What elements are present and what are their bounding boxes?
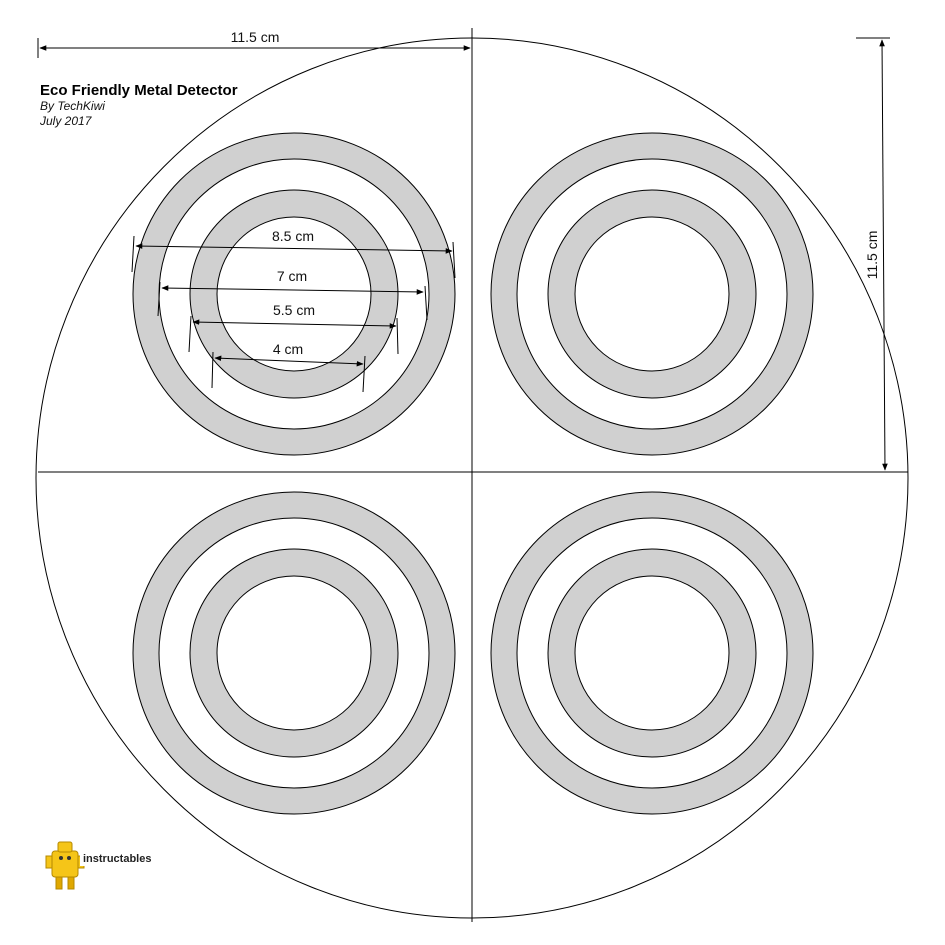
coil-tr-outer-band-outer-edge: [490, 132, 814, 456]
coil-bl-inner-band-outer-edge: [189, 548, 399, 758]
coil-tl-outer-band: [133, 133, 455, 455]
ring-third-label: 5.5 cm: [273, 302, 315, 318]
coil-tl-outer-band-outer-edge: [132, 132, 456, 456]
ring-outer-label: 8.5 cm: [272, 228, 314, 244]
coil-bl-inner-band: [190, 549, 398, 757]
dim-third-ring: 5.5 cm: [188, 302, 399, 355]
coil-br-inner-band-outer-edge: [547, 548, 757, 758]
instructables-logo: instructables: [45, 841, 160, 890]
coil-br-outer-band-outer-edge: [490, 491, 814, 815]
page-title: Eco Friendly Metal Detector: [40, 82, 238, 99]
coil-tr-inner-band-outer-edge: [547, 189, 757, 399]
coil-br-inner-band: [548, 549, 756, 757]
coil-tr-inner-band: [548, 190, 756, 398]
coil-br-outer-band: [491, 492, 813, 814]
height-dimension: 11.5 cm: [856, 37, 890, 473]
dim-second-ring: 7 cm: [157, 268, 428, 321]
coil-tr-inner-band-inner-edge: [574, 216, 730, 372]
author-line: By TechKiwi: [40, 99, 105, 113]
ring-dimensions: 8.5 cm 7 cm 5.5 cm 4 cm: [131, 228, 456, 393]
coil-bl-outer-band-inner-edge: [158, 517, 430, 789]
date-line: July 2017: [39, 114, 93, 128]
coil-tl-inner-band: [190, 190, 398, 398]
height-label: 11.5 cm: [864, 231, 880, 280]
coil-group-top-left: [132, 132, 456, 456]
dim-inner-ring: 4 cm: [211, 341, 366, 393]
ring-second-label: 7 cm: [277, 268, 307, 284]
coil-br-outer-band-inner-edge: [516, 517, 788, 789]
coil-tr-outer-band: [491, 133, 813, 455]
width-label: 11.5 cm: [231, 29, 280, 45]
coil-tr-outer-band-inner-edge: [516, 158, 788, 430]
coil-bl-outer-band: [133, 492, 455, 814]
coil-group-bottom-left: [132, 491, 456, 815]
width-dimension: 11.5 cm: [37, 29, 473, 58]
coil-group-bottom-right: [490, 491, 814, 815]
dim-outer-ring: 8.5 cm: [131, 228, 456, 279]
title-block: Eco Friendly Metal Detector By TechKiwi …: [39, 82, 238, 128]
logo-text: instructables: [83, 853, 151, 865]
coil-bl-inner-band-inner-edge: [216, 575, 372, 731]
coil-group-top-right: [490, 132, 814, 456]
ring-inner-label: 4 cm: [273, 341, 303, 357]
coil-br-inner-band-inner-edge: [574, 575, 730, 731]
coil-bl-outer-band-outer-edge: [132, 491, 456, 815]
